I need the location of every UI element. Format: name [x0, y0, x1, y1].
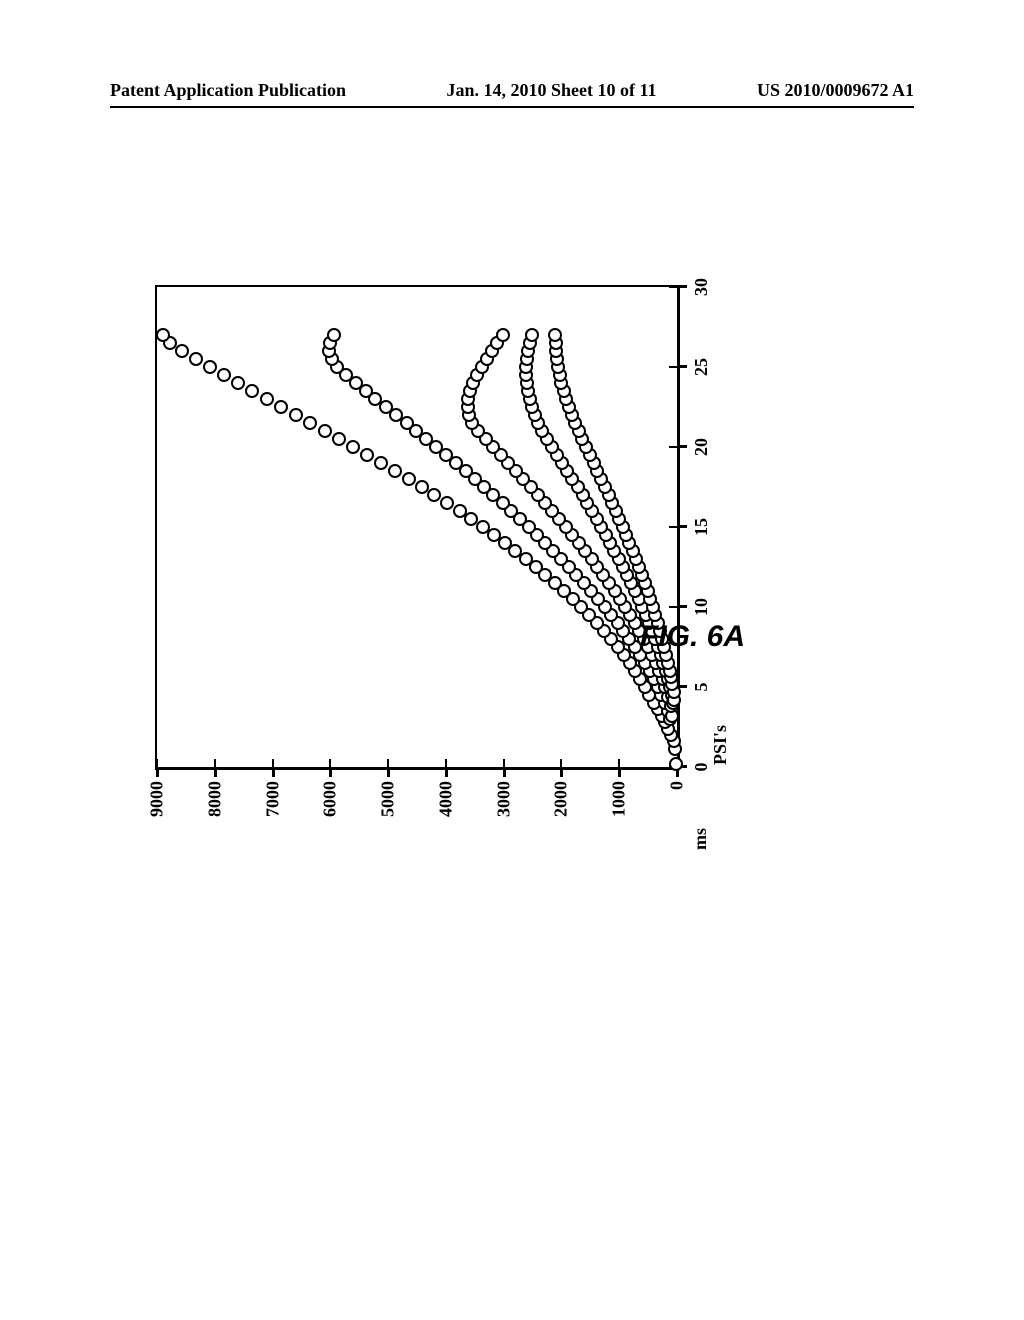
y-tick [329, 767, 332, 777]
y-tick-inner [272, 759, 274, 767]
data-point [274, 400, 288, 414]
x-tick-label: 0 [691, 763, 712, 772]
x-tick [677, 365, 687, 368]
x-tick-label: 15 [691, 518, 712, 536]
x-tick-label: 10 [691, 598, 712, 616]
chart-rotated: 0 1000 2000 3000 4000 5000 6000 7000 8000 9000 0 5 1… [135, 220, 755, 840]
data-point [289, 408, 303, 422]
x-tick-label: 25 [691, 358, 712, 376]
y-tick [503, 767, 506, 777]
data-point [669, 757, 683, 771]
x-tick-inner [669, 446, 677, 448]
y-tick-label: 6000 [320, 781, 341, 817]
data-point [318, 424, 332, 438]
x-tick-inner [669, 366, 677, 368]
chart-container: 0 1000 2000 3000 4000 5000 6000 7000 8000 9000 0 5 1… [135, 220, 755, 840]
page: Patent Application Publication Jan. 14, … [0, 0, 1024, 1320]
data-point [203, 360, 217, 374]
data-point [245, 384, 259, 398]
x-tick-label: 30 [691, 278, 712, 296]
x-tick [677, 285, 687, 288]
data-point [525, 328, 539, 342]
scatter-plot: 0100020003000400050006000700080009000051… [155, 285, 680, 770]
data-point [388, 464, 402, 478]
header-left: Patent Application Publication [110, 80, 346, 101]
data-point [189, 352, 203, 366]
y-tick-label: 4000 [435, 781, 456, 817]
y-tick-inner [156, 759, 158, 767]
data-point [402, 472, 416, 486]
data-point [360, 448, 374, 462]
y-tick-label: 3000 [493, 781, 514, 817]
x-tick [677, 525, 687, 528]
x-tick [677, 605, 687, 608]
y-tick-label: 9000 [147, 781, 168, 817]
data-point [427, 488, 441, 502]
y-tick-inner [214, 759, 216, 767]
y-tick-label: 5000 [378, 781, 399, 817]
header-center: Jan. 14, 2010 Sheet 10 of 11 [446, 80, 656, 101]
y-tick-inner [560, 759, 562, 767]
y-tick [272, 767, 275, 777]
y-tick-inner [445, 759, 447, 767]
data-point [303, 416, 317, 430]
data-point [260, 392, 274, 406]
data-point [327, 328, 341, 342]
data-point [156, 328, 170, 342]
y-tick [560, 767, 563, 777]
y-tick-label: 0 [667, 781, 688, 790]
data-point [496, 328, 510, 342]
y-tick [445, 767, 448, 777]
y-tick-label: 7000 [262, 781, 283, 817]
y-tick-label: 8000 [204, 781, 225, 817]
figure-caption: FIG. 6A [640, 620, 745, 654]
data-point [440, 496, 454, 510]
data-point [332, 432, 346, 446]
y-tick [156, 767, 159, 777]
data-point [175, 344, 189, 358]
data-point [548, 328, 562, 342]
data-point [374, 456, 388, 470]
header-right: US 2010/0009672 A1 [757, 80, 914, 101]
data-point [476, 520, 490, 534]
x-tick [677, 445, 687, 448]
y-tick-inner [618, 759, 620, 767]
y-axis-title: ms [690, 828, 711, 850]
y-tick-label: 2000 [551, 781, 572, 817]
data-point [453, 504, 467, 518]
data-point [464, 512, 478, 526]
x-tick-inner [669, 286, 677, 288]
x-tick-inner [669, 526, 677, 528]
data-point [217, 368, 231, 382]
y-tick [618, 767, 621, 777]
y-tick [387, 767, 390, 777]
x-tick-label: 5 [691, 683, 712, 692]
data-point [346, 440, 360, 454]
y-tick [214, 767, 217, 777]
x-tick-label: 20 [691, 438, 712, 456]
data-point [487, 528, 501, 542]
y-tick-inner [387, 759, 389, 767]
y-tick-inner [503, 759, 505, 767]
y-tick-label: 1000 [609, 781, 630, 817]
data-point [415, 480, 429, 494]
header-rule [110, 106, 914, 108]
page-header: Patent Application Publication Jan. 14, … [110, 80, 914, 101]
y-tick-inner [329, 759, 331, 767]
x-tick-inner [669, 606, 677, 608]
data-point [231, 376, 245, 390]
x-axis-title: PSI's [710, 725, 731, 765]
